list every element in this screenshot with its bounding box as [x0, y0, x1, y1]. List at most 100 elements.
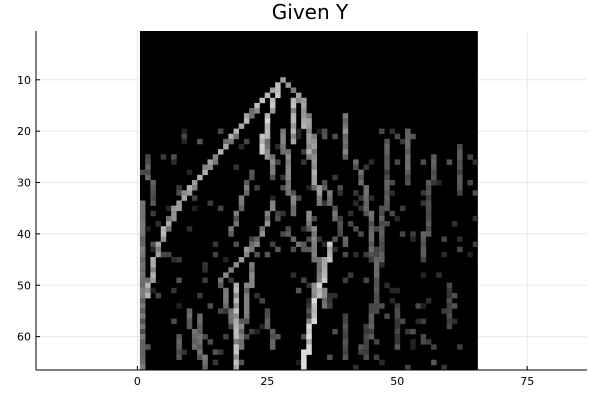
- heatmap-cell: [259, 226, 266, 232]
- heatmap-cell: [306, 185, 312, 191]
- heatmap-cell: [280, 149, 286, 155]
- x-tick-labels: 0 25 50 75: [134, 375, 534, 388]
- heatmap-cell: [306, 149, 312, 155]
- heatmap-cell: [171, 205, 177, 212]
- heatmap-cell: [254, 108, 260, 114]
- heatmap-cell: [139, 215, 146, 222]
- heatmap-cell: [212, 159, 219, 165]
- heatmap-cell: [431, 169, 437, 176]
- heatmap-cell: [223, 272, 229, 278]
- heatmap-cell: [290, 97, 297, 104]
- heatmap-cell: [451, 303, 458, 309]
- heatmap-cell: [405, 133, 411, 140]
- heatmap-cell: [446, 313, 453, 319]
- heatmap-cell: [321, 200, 328, 206]
- heatmap-cell: [363, 344, 369, 350]
- heatmap-cell: [394, 308, 401, 314]
- heatmap-cell: [217, 282, 224, 289]
- heatmap-cell: [368, 318, 375, 325]
- heatmap-cell: [233, 328, 240, 335]
- heatmap-cell: [290, 123, 297, 129]
- heatmap-cell: [353, 159, 359, 165]
- heatmap-cell: [384, 221, 390, 227]
- x-tick-label: 50: [390, 375, 404, 388]
- heatmap-cell: [368, 226, 375, 232]
- heatmap-cell: [233, 344, 240, 350]
- heatmap-cell: [467, 179, 473, 186]
- heatmap-cell: [259, 133, 266, 140]
- heatmap-cell: [316, 195, 323, 201]
- heatmap-cell: [321, 298, 328, 304]
- heatmap-cell: [238, 334, 245, 340]
- heatmap-cell: [264, 123, 271, 129]
- heatmap-cell: [316, 257, 323, 263]
- heatmap-cell: [472, 159, 479, 165]
- heatmap-cell: [420, 303, 427, 309]
- heatmap-cell: [472, 215, 479, 222]
- heatmap-cell: [150, 267, 156, 273]
- heatmap-cell: [368, 215, 375, 222]
- heatmap-cell: [316, 277, 323, 283]
- y-tick-label: 30: [17, 177, 31, 190]
- heatmap-cell: [186, 308, 193, 314]
- heatmap-cell: [394, 215, 401, 222]
- heatmap-cell: [420, 190, 427, 196]
- heatmap-cell: [425, 231, 432, 237]
- heatmap-cell: [155, 221, 162, 227]
- heatmap-cell: [254, 102, 260, 109]
- heatmap-cell: [259, 298, 266, 304]
- heatmap-cell: [306, 313, 312, 319]
- heatmap-cell: [399, 205, 406, 212]
- heatmap-cell: [415, 303, 421, 309]
- heatmap-cell: [295, 359, 302, 366]
- heatmap-cell: [155, 292, 162, 299]
- heatmap-cell: [197, 344, 203, 350]
- heatmap-cell: [467, 251, 473, 258]
- heatmap-cell: [233, 262, 240, 268]
- heatmap-cell: [176, 349, 182, 355]
- heatmap-cell: [301, 359, 307, 366]
- heatmap-cell: [332, 174, 338, 181]
- heatmap-cell: [150, 241, 156, 248]
- heatmap-cell: [186, 318, 193, 325]
- heatmap-cell: [233, 364, 240, 371]
- heatmap-cell: [176, 205, 182, 212]
- heatmap-cell: [139, 349, 146, 355]
- heatmap-cell: [249, 169, 255, 176]
- heatmap-cell: [160, 231, 167, 237]
- heatmap-cell: [436, 272, 442, 278]
- heatmap-cell: [373, 251, 380, 258]
- heatmap-cell: [420, 318, 427, 325]
- heatmap-cell: [275, 334, 281, 340]
- heatmap-cell: [311, 169, 317, 176]
- heatmap-cell: [405, 174, 411, 181]
- heatmap-cell: [467, 154, 473, 160]
- heatmap-cell: [269, 154, 276, 160]
- heatmap-cell: [363, 334, 369, 340]
- heatmap-cell: [139, 303, 146, 309]
- heatmap-cell: [420, 231, 427, 237]
- heatmap-cell: [399, 231, 406, 237]
- heatmap-cell: [327, 190, 333, 196]
- heatmap-cell: [311, 236, 317, 242]
- heatmap-cell: [269, 169, 276, 176]
- heatmap-cell: [223, 308, 229, 314]
- heatmap-cell: [306, 344, 312, 350]
- heatmap-cell: [405, 328, 411, 335]
- heatmap-cell: [384, 149, 390, 155]
- heatmap-cell: [139, 323, 146, 330]
- heatmap-cell: [457, 169, 463, 176]
- heatmap-cell: [243, 308, 250, 314]
- heatmap-cell: [233, 215, 240, 222]
- heatmap-cell: [353, 190, 359, 196]
- heatmap-cell: [238, 205, 245, 212]
- heatmap-cell: [238, 323, 245, 330]
- heatmap-cell: [394, 328, 401, 335]
- heatmap-cell: [379, 221, 385, 227]
- heatmap-cell: [431, 359, 437, 366]
- heatmap-cell: [306, 144, 312, 150]
- heatmap-cell: [249, 277, 255, 283]
- heatmap-cell: [368, 246, 375, 253]
- heatmap-cell: [347, 221, 354, 227]
- heatmap-cell: [150, 210, 156, 217]
